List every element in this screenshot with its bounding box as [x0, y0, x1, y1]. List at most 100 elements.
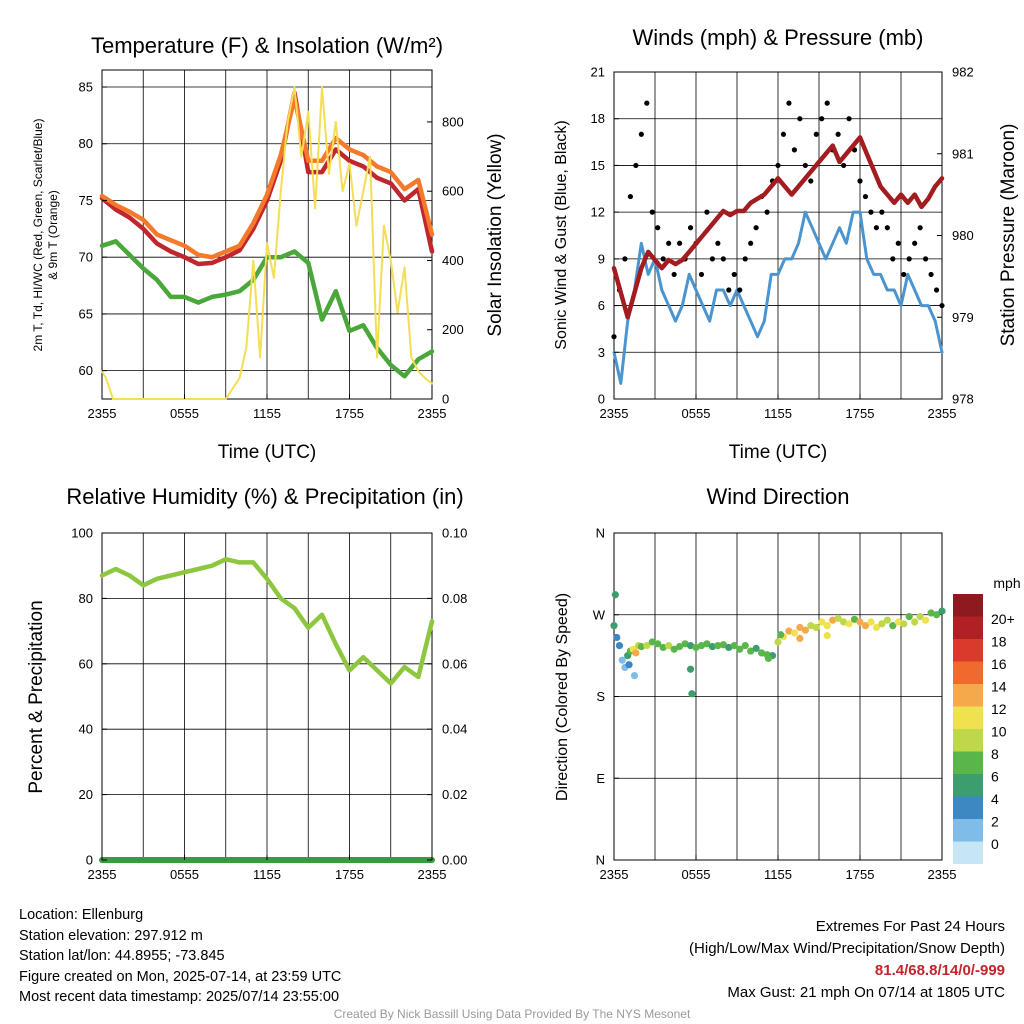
direction-point — [889, 622, 897, 630]
humidity-y-tick-label: 60 — [79, 656, 93, 671]
winds-gust-point — [868, 209, 874, 215]
winds-gust-point — [644, 100, 650, 106]
direction-point — [900, 620, 908, 628]
winds-y-tick-label: 0 — [598, 392, 605, 407]
temp-y-tick-label: 60 — [79, 363, 93, 378]
winds-gust-point — [928, 271, 934, 278]
temp-y2-tick-label: 800 — [442, 114, 464, 129]
winds-gust-point — [709, 256, 716, 262]
direction-point — [932, 611, 941, 619]
winds-x-tick-label: 2355 — [928, 406, 957, 421]
winds-y-tick-label: 21 — [591, 65, 605, 80]
direction-points — [610, 591, 946, 698]
direction-x-ticks: 2355 0555 1155 1755 2355 — [600, 855, 956, 882]
winds-gust-point — [923, 256, 929, 262]
winds-gust-point — [737, 287, 743, 293]
direction-point — [697, 642, 706, 650]
temp-y2-tick-label: 0 — [442, 392, 449, 407]
temp-y-tick-label: 70 — [79, 250, 93, 265]
humidity-x-tick-label: 1755 — [335, 867, 364, 882]
winds-gust-point — [873, 225, 880, 231]
winds-gust-point — [649, 209, 655, 215]
credit-line: Created By Nick Bassill Using Data Provi… — [333, 1007, 691, 1021]
direction-point — [883, 616, 891, 624]
speed-legend-swatch — [953, 729, 983, 752]
direction-point — [922, 616, 930, 624]
winds-x-tick-label: 2355 — [600, 406, 629, 421]
speed-legend: mph 0 2 4 6 8 10 12 14 16 18 20+ — [953, 575, 1021, 864]
temp-x-tick-label: 2355 — [418, 406, 447, 421]
winds-y-tick-label: 18 — [591, 111, 605, 126]
temp-series-line-3 — [101, 86, 433, 400]
temp-x-tick-label: 1155 — [253, 406, 281, 421]
winds-gust-point — [808, 178, 814, 184]
humidity-y-tick-label: 80 — [79, 591, 93, 606]
humidity-grid — [102, 533, 432, 860]
direction-point — [670, 645, 678, 653]
direction-point — [719, 641, 727, 649]
winds-gust-point — [764, 209, 770, 215]
winds-gust-point — [786, 100, 792, 106]
winds-gust-point — [671, 271, 677, 278]
winds-y2-tick-label: 978 — [952, 392, 974, 407]
winds-y-ticks: 0 3 6 9 12 15 18 21 — [591, 65, 619, 407]
winds-gust-point — [726, 287, 732, 293]
speed-legend-swatch — [953, 684, 983, 707]
temp-y-tick-label: 75 — [79, 193, 93, 208]
winds-gust-point — [824, 100, 830, 106]
recent-timestamp: Most recent data timestamp: 2025/07/14 2… — [19, 989, 340, 1005]
direction-panel: N E S W N 2355 0555 1155 1755 2355 Wind Directio… — [554, 484, 1021, 882]
winds-gust-point — [939, 302, 945, 309]
temp-y-ticks: 60 65 70 75 80 85 — [79, 80, 107, 378]
direction-grid — [614, 533, 942, 860]
direction-y-tick-label: N — [596, 853, 605, 868]
humidity-series-line-0 — [99, 556, 435, 686]
winds-gust-point — [748, 240, 754, 246]
speed-legend-label: 10 — [991, 724, 1007, 740]
direction-point — [823, 622, 831, 630]
direction-point — [878, 620, 886, 628]
temp-y-tick-label: 85 — [79, 80, 93, 95]
direction-point — [714, 642, 722, 650]
direction-point — [725, 643, 733, 652]
humidity-x-tick-label: 1155 — [253, 867, 281, 882]
speed-legend-label: 8 — [991, 746, 999, 762]
extremes-info: Extremes For Past 24 Hours (High/Low/Max… — [689, 916, 1005, 1004]
direction-point — [681, 640, 689, 648]
direction-point — [823, 632, 831, 640]
temp-y2-tick-label: 200 — [442, 322, 464, 337]
winds-gust-point — [638, 131, 644, 137]
direction-point — [686, 642, 695, 650]
direction-point — [774, 638, 782, 646]
station-elevation: Station elevation: 297.912 m — [19, 927, 203, 944]
direction-point — [632, 649, 640, 657]
temp-y-tick-label: 80 — [79, 136, 93, 151]
winds-gust-point — [687, 225, 694, 231]
winds-gust-point — [890, 256, 896, 262]
direction-point — [752, 644, 760, 652]
winds-gust-point — [895, 240, 901, 246]
direction-point — [686, 665, 695, 673]
speed-legend-swatch — [953, 594, 983, 617]
direction-x-tick-label: 1155 — [764, 867, 792, 882]
direction-y-tick-label: W — [593, 607, 606, 622]
figure-created: Figure created on Mon, 2025-07-14, at 23… — [19, 968, 342, 985]
direction-point — [625, 661, 633, 669]
direction-point — [911, 618, 919, 626]
winds-x-ticks: 2355 0555 1155 1755 2355 — [600, 394, 957, 421]
winds-gust-point — [666, 240, 672, 246]
winds-gust-point — [791, 147, 798, 153]
speed-legend-swatch — [953, 706, 983, 729]
direction-y-tick-label: N — [596, 526, 605, 541]
direction-point — [856, 618, 864, 626]
direction-point — [730, 642, 738, 650]
winds-gust-point — [720, 256, 726, 262]
temp-y2-axis-label: Solar Insolation (Yellow) — [485, 133, 506, 336]
winds-gust-point — [835, 131, 841, 137]
station-latlon: Station lat/lon: 44.8955; -73.845 — [19, 948, 225, 964]
humidity-x-tick-label: 0555 — [170, 867, 199, 882]
winds-gust-point — [780, 131, 787, 137]
winds-gust-point — [917, 225, 923, 231]
winds-gust-point — [802, 162, 808, 169]
